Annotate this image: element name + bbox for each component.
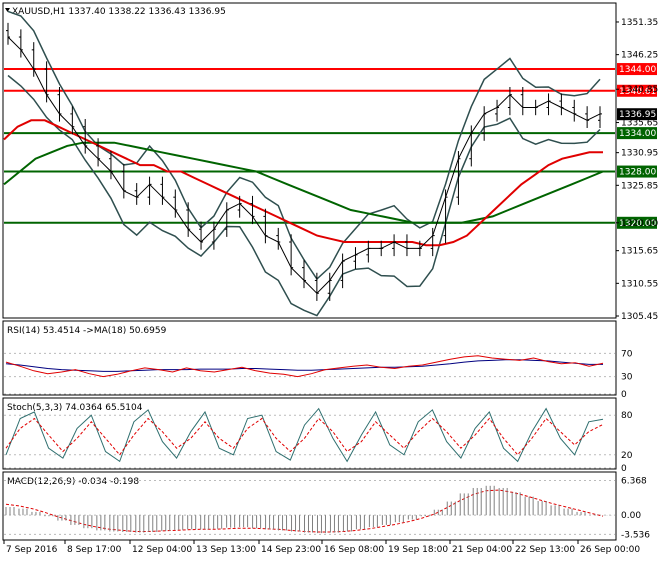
price-tick-label: 1325.85 <box>621 181 658 191</box>
time-tick-label: 8 Sep 17:00 <box>67 545 122 555</box>
price-panel-frame <box>2 2 617 319</box>
rsi-line <box>5 355 604 378</box>
time-tick-label: 26 Sep 00:00 <box>580 545 640 555</box>
price-tick-label: 1310.55 <box>621 279 658 289</box>
price-tick-label: 1315.65 <box>621 247 658 257</box>
stoch-header: Stoch(5,3,3) 74.0364 65.5104 <box>7 403 143 413</box>
price-tick-label: 1346.25 <box>621 51 658 61</box>
bollinger-upper-line <box>7 10 601 281</box>
price-tick-label: 1335.65 <box>621 119 658 129</box>
price-series <box>3 10 604 317</box>
macd-header: MACD(12,26,9) -0.034 -0.198 <box>7 477 139 487</box>
level-tag-1340.61 <box>617 84 657 97</box>
stoch-indicator: 80 20 0 <box>4 407 633 474</box>
level-tag-1344.00 <box>617 63 657 76</box>
time-axis: 7 Sep 2016 8 Sep 17:00 12 Sep 04:00 13 Sep … <box>3 540 640 555</box>
time-tick-label: 21 Sep 04:00 <box>452 545 512 555</box>
stoch-d-line <box>5 417 604 456</box>
rsi-ma-line <box>5 359 603 372</box>
price-tick-label: 1340.85 <box>621 85 658 95</box>
indicator-tick-label: -3.536 <box>621 530 650 540</box>
price-tick-label: 1320.00 <box>621 219 658 229</box>
level-tag-label-1340.61: 1340.61 <box>619 87 656 97</box>
time-tick-label: 12 Sep 04:00 <box>132 545 192 555</box>
level-tag-label-1334.00: 1334.00 <box>619 129 656 139</box>
time-tick-label: 16 Sep 08:00 <box>324 545 384 555</box>
rsi-panel-frame <box>2 320 617 396</box>
close-price-line <box>7 36 601 295</box>
price-axis: 1351.35 1346.25 1340.85 1335.65 1330.95 1325.… <box>616 18 658 322</box>
indicator-tick-label: 30 <box>621 373 633 383</box>
symbol-marker-icon <box>5 8 10 12</box>
price-header: XAUUSD,H1 1337.40 1338.22 1336.43 1336.9… <box>12 7 226 17</box>
level-tag-1328.00 <box>617 165 657 178</box>
current-price-tag <box>617 108 657 121</box>
moving-average-green-line <box>3 141 604 224</box>
time-tick-label: 14 Sep 23:00 <box>261 545 321 555</box>
rsi-indicator: 70 30 0 <box>4 349 633 400</box>
indicator-tick-label: 20 <box>621 451 633 461</box>
current-price-label: 1336.95 <box>619 110 656 120</box>
level-tag-label-1328.00: 1328.00 <box>619 168 656 178</box>
indicator-tick-label: 0 <box>621 390 627 400</box>
level-tag-label-1320.00: 1320.00 <box>619 219 656 229</box>
price-tick-label: 1351.35 <box>621 18 658 28</box>
time-tick-label: 13 Sep 13:00 <box>196 545 256 555</box>
time-tick-label: 7 Sep 2016 <box>6 545 58 555</box>
level-tag-1334.00 <box>617 127 657 140</box>
rsi-header: RSI(14) 53.4514 ->MA(18) 50.6959 <box>7 326 167 336</box>
price-levels: 1344.00 1340.61 1334.00 1328.00 1320.00 1336.… <box>4 63 657 229</box>
time-tick-label: 22 Sep 13:00 <box>515 545 575 555</box>
moving-average-red-line <box>3 119 603 247</box>
indicator-tick-label: 6.368 <box>621 477 647 487</box>
bollinger-lower-line <box>7 74 601 317</box>
indicator-tick-label: 0.00 <box>621 511 641 521</box>
indicator-tick-label: 70 <box>621 349 633 359</box>
level-tag-1320.00 <box>617 216 657 229</box>
indicator-tick-label: 80 <box>621 411 633 421</box>
stoch-k-line <box>5 407 604 463</box>
indicator-tick-label: 0 <box>621 464 627 474</box>
macd-indicator: 6.368 0.00 -3.536 <box>4 477 650 540</box>
time-tick-label: 19 Sep 18:00 <box>388 545 448 555</box>
price-tick-label: 1330.95 <box>621 149 658 159</box>
level-tag-label-1344.00: 1344.00 <box>619 65 656 75</box>
price-tick-label: 1305.45 <box>621 312 658 322</box>
